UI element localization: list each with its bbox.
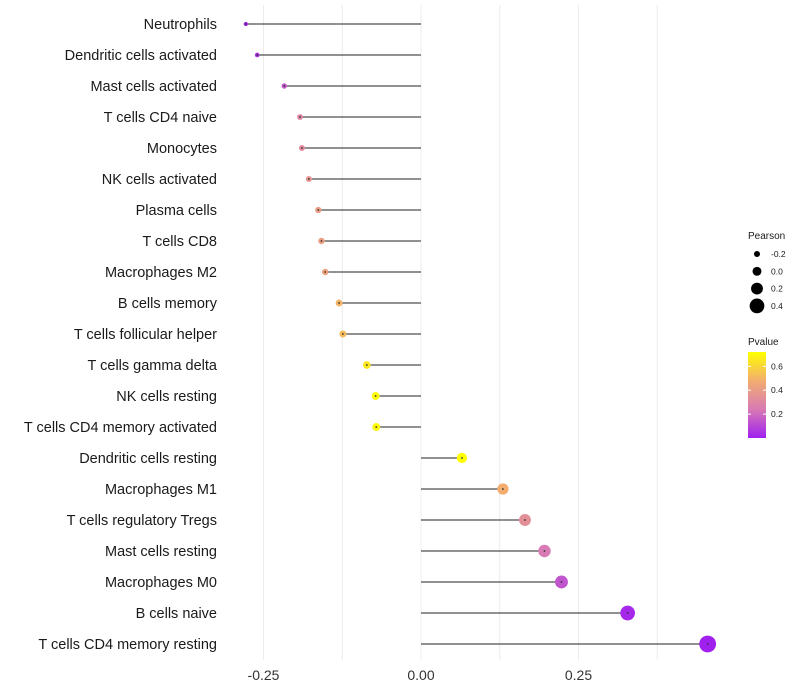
category-label: Macrophages M2: [105, 265, 217, 281]
point-center-dot: [299, 116, 301, 118]
point-center-dot: [256, 54, 259, 56]
pvalue-legend-label: 0.2: [771, 409, 783, 419]
category-label: B cells naive: [136, 606, 217, 622]
category-label: T cells CD4 memory activated: [24, 420, 217, 436]
pearson-legend-key: [753, 250, 761, 258]
point-center-dot: [317, 209, 320, 211]
category-label: T cells CD4 memory resting: [38, 637, 217, 653]
category-label: Macrophages M0: [105, 575, 217, 591]
x-tick-label: 0.25: [565, 667, 592, 683]
pearson-legend-title: Pearson: [748, 231, 785, 242]
category-label: Dendritic cells resting: [79, 451, 217, 467]
category-label: Mast cells activated: [90, 79, 217, 95]
pvalue-legend-title: Pvalue: [748, 337, 779, 348]
x-axis-ticks: -0.25 0.00 0.25: [248, 667, 593, 683]
point-center-dot: [307, 178, 310, 180]
category-label: B cells memory: [118, 296, 218, 312]
pearson-legend-key: [752, 266, 762, 276]
category-label: Monocytes: [147, 141, 217, 157]
pvalue-legend-label: 0.4: [771, 385, 783, 395]
category-label: T cells CD8: [142, 234, 217, 250]
stems: [245, 23, 708, 645]
points: [243, 21, 717, 653]
category-label: Mast cells resting: [105, 544, 217, 560]
point-center-dot: [461, 457, 463, 459]
x-tick-label: 0.00: [407, 667, 434, 683]
pearson-legend-label: 0.2: [771, 284, 783, 294]
category-label: NK cells resting: [116, 389, 217, 405]
point-center-dot: [543, 550, 546, 552]
point-center-dot: [626, 612, 629, 614]
point-center-dot: [374, 395, 377, 397]
category-label: Dendritic cells activated: [65, 48, 217, 64]
point-center-dot: [301, 147, 303, 149]
point-center-dot: [244, 23, 247, 25]
point-center-dot: [524, 519, 526, 521]
category-label: T cells follicular helper: [74, 327, 217, 343]
category-label: T cells CD4 naive: [104, 110, 217, 126]
point-center-dot: [320, 240, 323, 242]
pearson-legend-label: 0.4: [771, 301, 783, 311]
point-center-dot: [338, 302, 340, 304]
point-center-dot: [324, 271, 327, 273]
point-center-dot: [283, 85, 286, 87]
pearson-legend-key: [749, 298, 765, 314]
category-label: T cells regulatory Tregs: [67, 513, 217, 529]
pvalue-legend-label: 0.6: [771, 361, 783, 371]
point-center-dot: [341, 333, 344, 335]
pearson-legend: Pearson -0.2 0.0 0.2 0.4: [748, 231, 786, 314]
category-label: NK cells activated: [102, 172, 217, 188]
category-labels: Neutrophils Dendritic cells activated Mast…: [24, 17, 218, 653]
pvalue-legend: Pvalue 0.2 0.4 0.6: [748, 337, 783, 438]
pearson-legend-label: 0.0: [771, 266, 783, 276]
point-center-dot: [502, 488, 504, 490]
point-center-dot: [560, 581, 563, 583]
pvalue-colorbar: [748, 352, 766, 438]
x-tick-label: -0.25: [248, 667, 280, 683]
grid-lines: [263, 5, 658, 660]
point-center-dot: [365, 364, 368, 366]
category-label: T cells gamma delta: [88, 358, 218, 374]
point-center-dot: [375, 426, 378, 428]
pearson-legend-key: [751, 282, 763, 295]
category-label: Macrophages M1: [105, 482, 217, 498]
category-label: Neutrophils: [144, 17, 217, 33]
point-center-dot: [706, 643, 709, 645]
category-label: Plasma cells: [136, 203, 217, 219]
pearson-legend-label: -0.2: [771, 249, 786, 259]
